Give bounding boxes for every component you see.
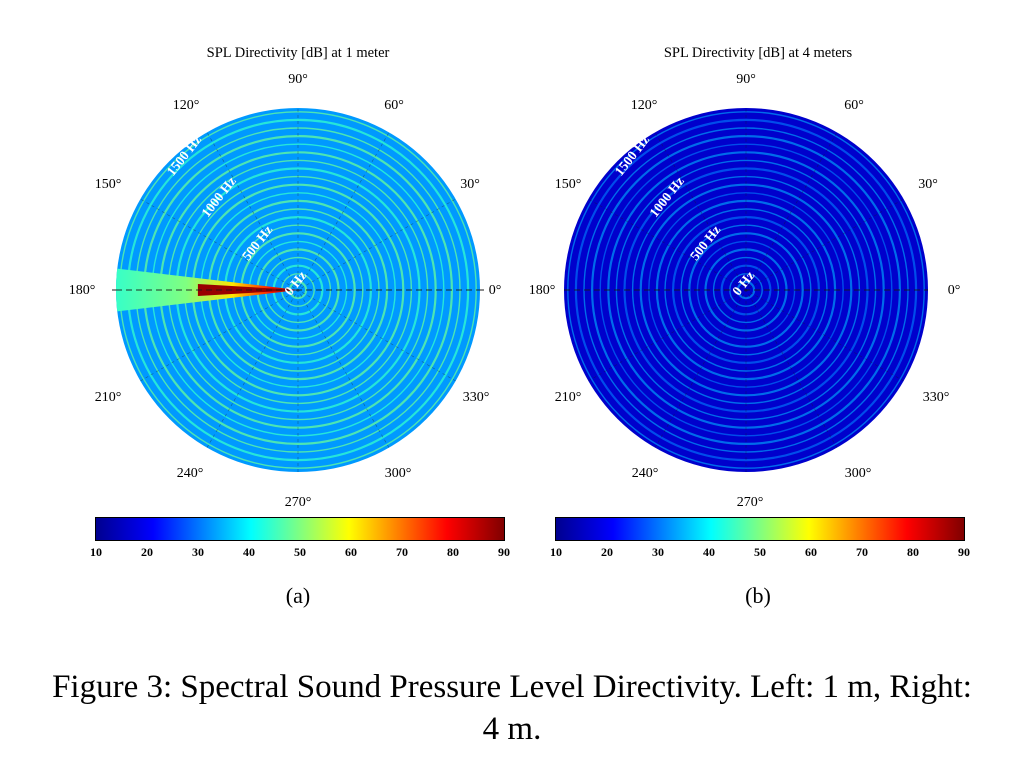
angle-spoke <box>140 198 456 382</box>
angle-spoke <box>588 198 904 382</box>
angle-label-150: 150° <box>94 177 122 192</box>
plot-title: SPL Directivity [dB] at 4 meters <box>663 45 853 61</box>
colorbar-tick: 40 <box>243 545 255 559</box>
colorbar-tick: 80 <box>907 545 919 559</box>
angle-label-300: 300° <box>844 466 872 481</box>
colorbar <box>95 517 505 541</box>
angle-spoke <box>206 132 390 448</box>
angle-label-90: 90° <box>288 72 308 87</box>
colorbar-tick: 90 <box>958 545 970 559</box>
polar-plot-panel-b: SPL Directivity [dB] at 4 meters 0 Hz 500… <box>528 0 988 620</box>
colorbar-tick: 90 <box>498 545 510 559</box>
angle-spoke <box>654 132 838 448</box>
angle-spoke <box>140 198 456 382</box>
angle-label-90: 90° <box>736 72 756 87</box>
angle-label-60: 60° <box>844 98 864 113</box>
panel-label-a: (a) <box>285 583 311 608</box>
angle-label-180: 180° <box>68 283 96 298</box>
spl-ring <box>680 224 812 356</box>
polar-plot-panel-a: SPL Directivity [dB] at 1 meter 0 Hz 500 … <box>68 0 528 620</box>
angle-label-210: 210° <box>554 390 582 405</box>
colorbar-tick: 70 <box>856 545 868 559</box>
angle-spoke <box>206 132 390 448</box>
angle-label-270: 270° <box>284 495 312 510</box>
colorbar <box>555 517 965 541</box>
spl-ring <box>720 264 772 316</box>
figure-caption: Figure 3: Spectral Sound Pressure Level … <box>52 669 972 747</box>
angle-label-300: 300° <box>384 466 412 481</box>
colorbar-tick: 10 <box>90 545 102 559</box>
panel-label-b: (b) <box>745 583 771 608</box>
colorbar-tick: 80 <box>447 545 459 559</box>
colorbar-tick: 40 <box>703 545 715 559</box>
colorbar-tick: 20 <box>141 545 153 559</box>
colorbar-tick: 20 <box>601 545 613 559</box>
colorbar-tick: 10 <box>550 545 562 559</box>
angle-label-180: 180° <box>528 283 556 298</box>
spl-ring <box>639 183 853 397</box>
angle-label-330: 330° <box>462 390 490 405</box>
angle-label-120: 120° <box>630 98 658 113</box>
angle-label-150: 150° <box>554 177 582 192</box>
colorbar-tick: 60 <box>805 545 817 559</box>
angle-label-210: 210° <box>94 390 122 405</box>
colorbar-tick: 50 <box>294 545 306 559</box>
angle-label-240: 240° <box>631 466 659 481</box>
angle-label-30: 30° <box>460 177 480 192</box>
angle-label-60: 60° <box>384 98 404 113</box>
angle-spoke <box>654 132 838 448</box>
colorbar-tick: 50 <box>754 545 766 559</box>
angle-label-30: 30° <box>918 177 938 192</box>
colorbar-tick: 30 <box>652 545 664 559</box>
angle-label-330: 330° <box>922 390 950 405</box>
angle-label-0: 0° <box>488 283 502 298</box>
angle-label-240: 240° <box>176 466 204 481</box>
angle-label-120: 120° <box>172 98 200 113</box>
spl-ring <box>599 143 893 437</box>
angle-label-0: 0° <box>947 283 961 298</box>
colorbar-tick: 70 <box>396 545 408 559</box>
colorbar-tick: 60 <box>345 545 357 559</box>
plot-title: SPL Directivity [dB] at 1 meter <box>206 45 390 61</box>
angle-spoke <box>588 198 904 382</box>
angle-label-270: 270° <box>736 495 764 510</box>
colorbar-tick: 30 <box>192 545 204 559</box>
